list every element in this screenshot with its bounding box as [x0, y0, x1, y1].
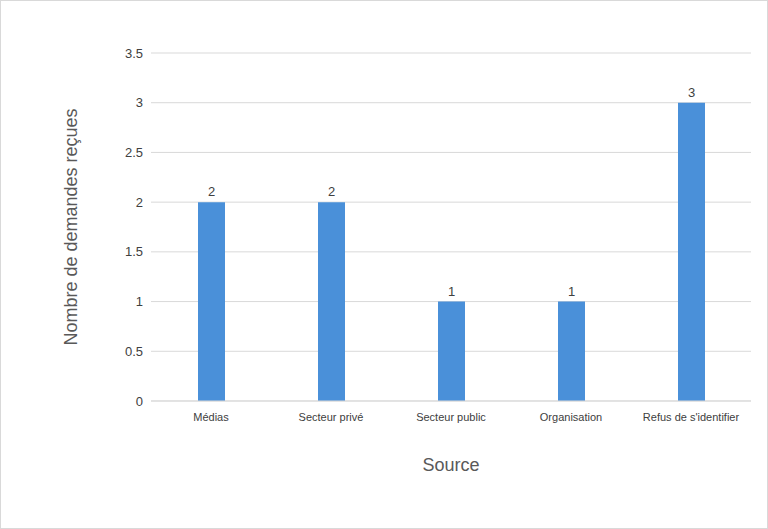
- svg-text:3: 3: [688, 85, 695, 100]
- svg-text:1: 1: [448, 284, 455, 299]
- svg-text:Secteur privé: Secteur privé: [299, 411, 364, 423]
- svg-text:Organisation: Organisation: [540, 411, 602, 423]
- svg-text:0.5: 0.5: [125, 344, 143, 359]
- svg-text:Médias: Médias: [193, 411, 229, 423]
- svg-text:2.5: 2.5: [125, 145, 143, 160]
- svg-text:3.5: 3.5: [125, 46, 143, 61]
- svg-text:2: 2: [136, 195, 143, 210]
- svg-text:1: 1: [568, 284, 575, 299]
- svg-text:1: 1: [136, 294, 143, 309]
- svg-text:3: 3: [136, 95, 143, 110]
- svg-text:Source: Source: [422, 455, 479, 475]
- svg-text:Nombre de demandes reçues: Nombre de demandes reçues: [61, 108, 81, 345]
- svg-text:2: 2: [328, 184, 335, 199]
- svg-text:2: 2: [208, 184, 215, 199]
- svg-text:Secteur public: Secteur public: [416, 411, 486, 423]
- svg-text:0: 0: [136, 394, 143, 409]
- svg-text:Refus de s'identifier: Refus de s'identifier: [643, 411, 740, 423]
- svg-text:1.5: 1.5: [125, 244, 143, 259]
